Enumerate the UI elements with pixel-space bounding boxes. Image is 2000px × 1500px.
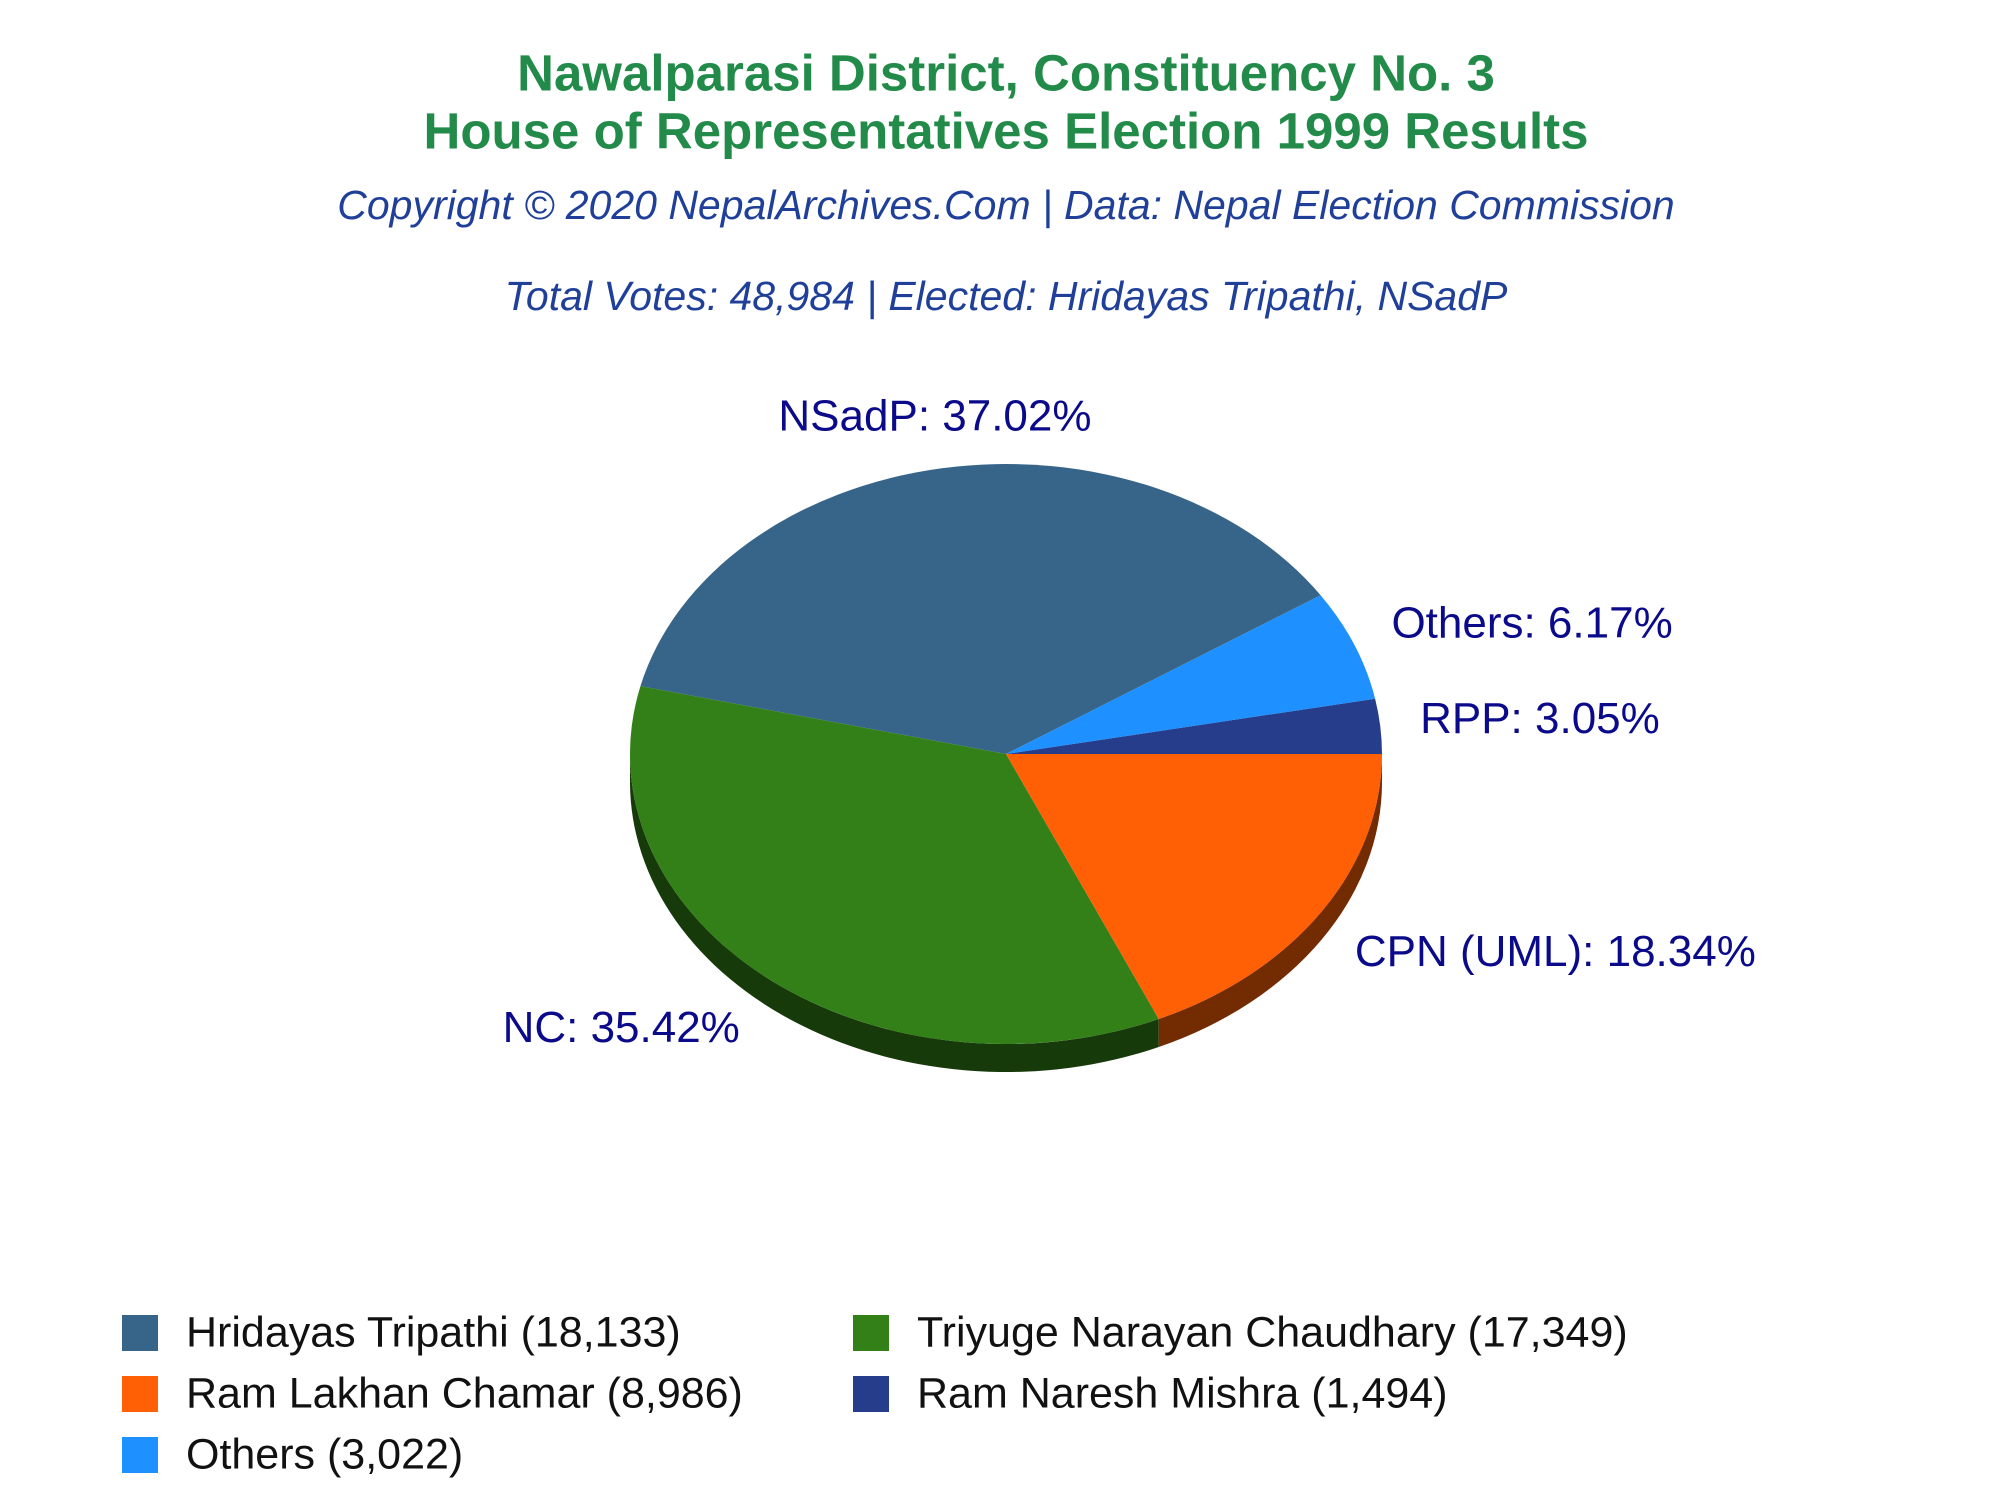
pie: NSadP: 37.02% NC: 35.42% CPN (UML): 18.34%… (503, 392, 1756, 1072)
legend-swatch (122, 1376, 158, 1412)
annotation: Total Votes: 48,984 | Elected: Hridayas … (505, 273, 1508, 319)
slice-side (1158, 754, 1382, 1047)
legend-swatch (122, 1315, 158, 1351)
legend-swatch (853, 1315, 889, 1351)
slice (640, 464, 1321, 754)
legend-swatch (853, 1376, 889, 1412)
legend-label: Hridayas Tripathi (18,133) (186, 1308, 681, 1356)
chart-title: House of Representatives Election 1999 R… (424, 102, 1589, 159)
chart-title: Nawalparasi District, Constituency No. 3 (517, 44, 1495, 101)
legend-label: Others (3,022) (186, 1430, 463, 1478)
slice (1006, 595, 1376, 754)
legend: Hridayas Tripathi (18,133) Triyuge Naraya… (122, 1308, 1628, 1478)
chart-subtitle: Copyright © 2020 NepalArchives.Com | Dat… (337, 182, 1675, 228)
slice-label: RPP: 3.05% (1420, 694, 1660, 743)
slice-label: Others: 6.17% (1391, 599, 1672, 648)
legend-label: Ram Lakhan Chamar (8,986) (186, 1369, 743, 1417)
legend-label: Ram Naresh Mishra (1,494) (917, 1369, 1448, 1417)
slice (629, 686, 1159, 1044)
slice (1006, 698, 1382, 754)
slice-label: NC: 35.42% (503, 1003, 740, 1052)
legend-swatch (122, 1437, 158, 1473)
slice-label: NSadP: 37.02% (778, 392, 1091, 441)
slice-side (630, 754, 1159, 1072)
slice-label: CPN (UML): 18.34% (1355, 927, 1756, 976)
slice (1006, 753, 1382, 1019)
legend-label: Triyuge Narayan Chaudhary (17,349) (917, 1308, 1628, 1356)
